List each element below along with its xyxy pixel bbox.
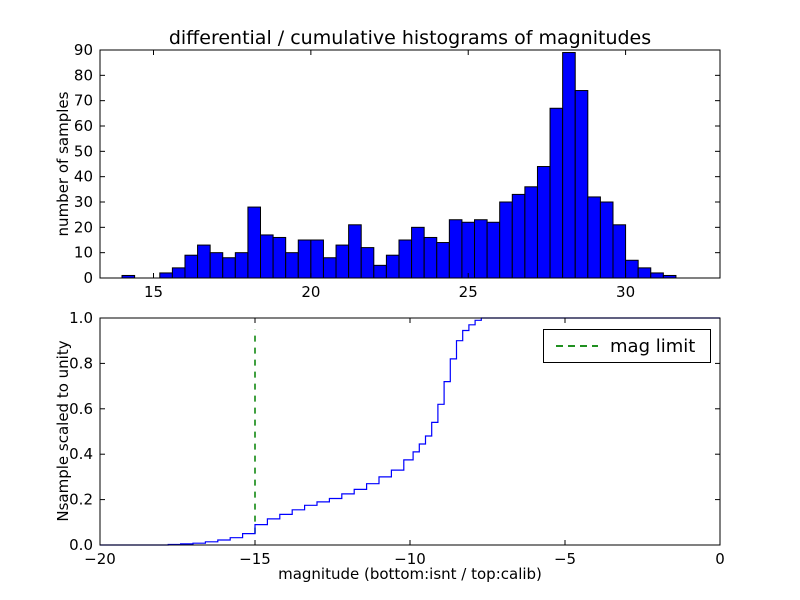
svg-text:−5: −5	[554, 550, 576, 568]
svg-text:80: 80	[74, 66, 93, 84]
svg-text:0.8: 0.8	[69, 354, 93, 372]
svg-text:60: 60	[74, 117, 93, 135]
svg-text:0: 0	[83, 269, 93, 287]
svg-text:20: 20	[301, 283, 320, 301]
svg-text:10: 10	[74, 244, 93, 262]
svg-text:−15: −15	[239, 550, 271, 568]
svg-text:−20: −20	[84, 550, 116, 568]
svg-text:30: 30	[74, 193, 93, 211]
svg-text:0.6: 0.6	[69, 400, 93, 418]
svg-text:70: 70	[74, 92, 93, 110]
histogram-bars	[121, 52, 677, 279]
top-axes-frame: 15 20 25 30 0 10 20 30 40 50 60 70 80 90	[74, 41, 721, 301]
svg-text:25: 25	[459, 283, 478, 301]
cumulative-curve	[100, 317, 720, 546]
legend-label: mag limit	[610, 335, 696, 357]
top-y-axis-label: number of samples	[54, 91, 72, 237]
x-axis-label: magnitude (bottom:isnt / top:calib)	[278, 565, 542, 583]
svg-text:30: 30	[616, 283, 635, 301]
svg-text:0.2: 0.2	[69, 491, 93, 509]
svg-text:0: 0	[715, 550, 725, 568]
svg-text:15: 15	[144, 283, 163, 301]
svg-text:50: 50	[74, 142, 93, 160]
bottom-axes-frame: −20 −15 −10 −5 0 0.0 0.2 0.4 0.6 0.8 1.0	[69, 309, 725, 568]
svg-text:−10: −10	[394, 550, 426, 568]
svg-text:0.4: 0.4	[69, 445, 93, 463]
mag-limit-legend-line	[556, 345, 598, 347]
bottom-y-axis-label: Nsample scaled to unity	[54, 340, 72, 522]
svg-text:0.0: 0.0	[69, 536, 93, 554]
svg-text:40: 40	[74, 168, 93, 186]
svg-text:90: 90	[74, 41, 93, 59]
chart-title: differential / cumulative histograms of …	[168, 27, 652, 49]
legend: mag limit	[543, 329, 711, 363]
svg-text:20: 20	[74, 218, 93, 236]
svg-text:1.0: 1.0	[69, 309, 93, 327]
